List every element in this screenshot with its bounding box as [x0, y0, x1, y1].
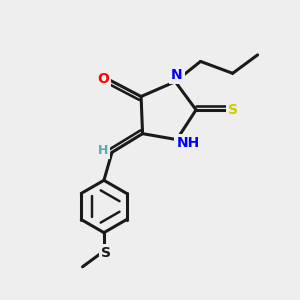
Text: S: S [101, 246, 111, 260]
Text: O: O [98, 72, 109, 86]
Text: NH: NH [176, 136, 200, 150]
Text: H: H [98, 143, 108, 157]
Text: S: S [228, 103, 238, 117]
Text: N: N [171, 68, 183, 82]
